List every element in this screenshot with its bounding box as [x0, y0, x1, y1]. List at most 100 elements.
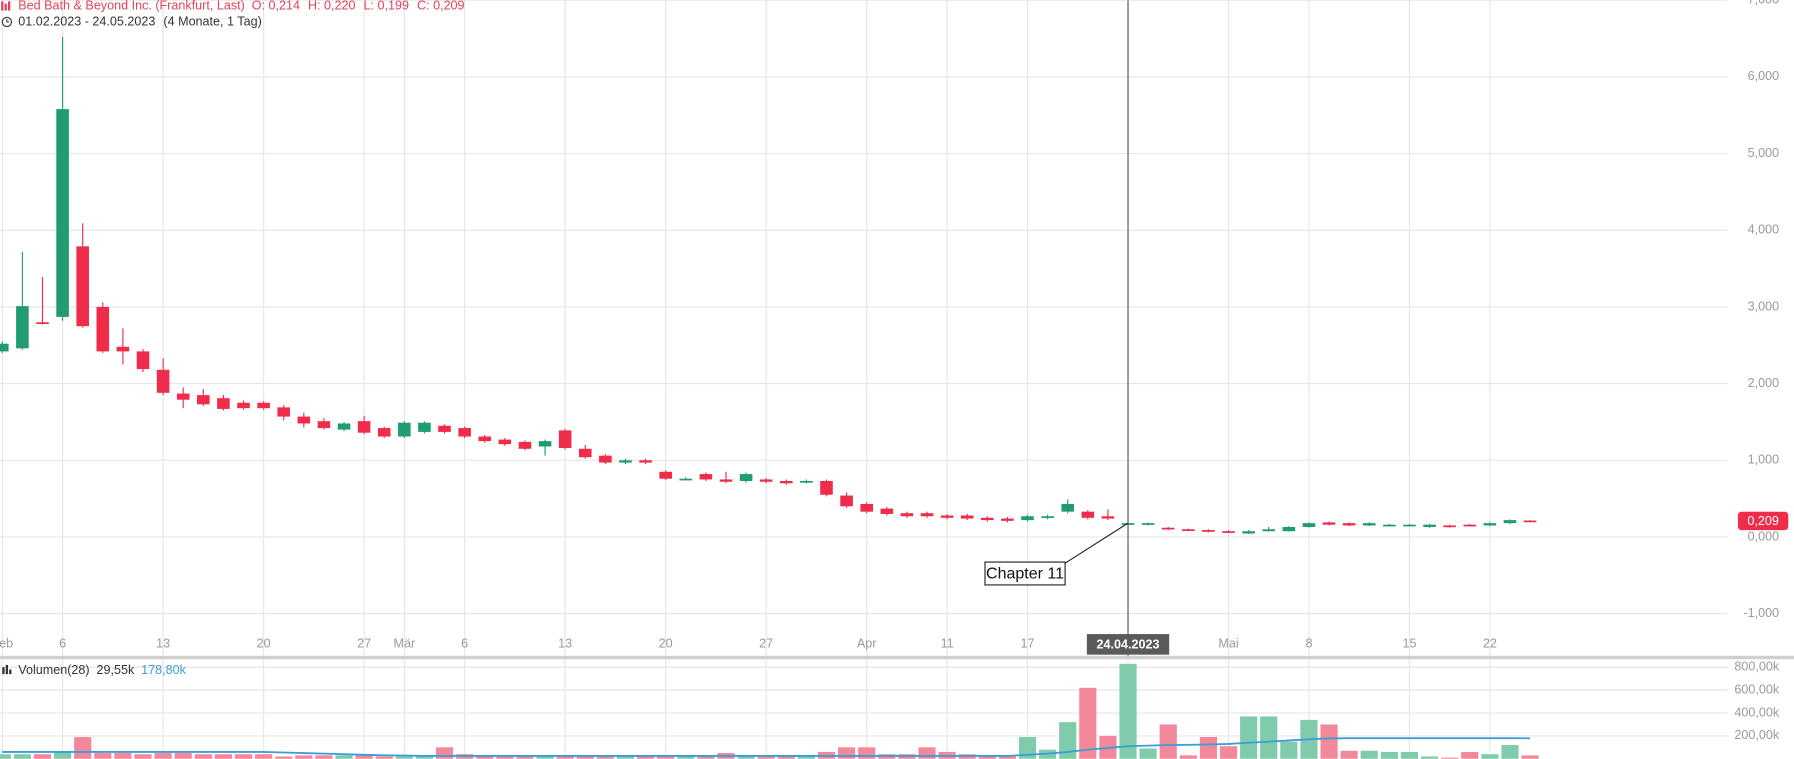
candle-body	[197, 395, 210, 405]
candle-body	[36, 322, 49, 324]
volume-bar	[697, 756, 715, 759]
volume-bar	[556, 755, 574, 759]
volume-bar	[1340, 750, 1358, 759]
candle-body	[438, 425, 451, 432]
volume-bar	[536, 755, 554, 759]
candle-body	[900, 513, 914, 517]
volume-bar	[255, 754, 273, 759]
candle-body	[1523, 520, 1537, 523]
candle-body	[1443, 525, 1456, 528]
candle-body	[377, 428, 391, 437]
candle-body	[1061, 503, 1075, 512]
volume-bar	[194, 754, 212, 759]
candle-body	[1302, 523, 1316, 527]
candle-body	[719, 479, 733, 482]
x-tick-label: 13	[558, 637, 572, 651]
volume-bar	[616, 756, 635, 759]
x-tick-label: Feb	[0, 637, 13, 651]
ohlc-label: O: 0,214	[252, 0, 300, 12]
volume-bar	[395, 756, 413, 759]
x-tick-label: Apr	[857, 637, 877, 651]
date-range-note: (4 Monate, 1 Tag)	[163, 14, 261, 28]
candle-body	[1242, 531, 1255, 534]
clock-hand	[6, 19, 10, 23]
volume-icon-bar	[5, 664, 9, 675]
volume-bar	[355, 755, 373, 759]
candle-body	[0, 343, 9, 352]
candle-body	[96, 306, 110, 352]
volume-bar	[978, 756, 996, 759]
candle-body	[458, 428, 471, 437]
candle-body	[960, 515, 974, 519]
moving-average-line	[2, 737, 1531, 757]
y-tick-label: -1,000	[1743, 606, 1779, 620]
last-price-label: 0,209	[1747, 514, 1778, 528]
x-tick-label: 15	[1402, 637, 1416, 651]
volume-bar	[1018, 737, 1037, 759]
volume-bar	[1199, 737, 1218, 759]
volume-bar	[516, 755, 534, 759]
y-tick-label: 1,000	[1748, 453, 1779, 467]
candle-body	[498, 439, 512, 445]
candle-body	[981, 517, 994, 521]
volume-bar	[1179, 755, 1197, 759]
candle-body	[237, 402, 250, 409]
volume-bar	[315, 755, 333, 759]
volume-bar	[737, 756, 755, 759]
candle-body	[558, 430, 572, 449]
candle-body	[56, 109, 69, 317]
candle-body	[578, 448, 592, 458]
volume-bar	[576, 756, 594, 759]
volume-bar	[1280, 741, 1298, 759]
volume-bar	[435, 747, 454, 759]
volume-bar	[1380, 751, 1398, 759]
y-tick-label: 2,000	[1748, 376, 1779, 390]
x-tick-label: 11	[941, 637, 954, 651]
x-tick-label: 27	[357, 637, 371, 651]
volume-bar	[134, 754, 152, 759]
volume-bar	[234, 754, 253, 759]
candle-body	[1041, 516, 1054, 518]
y-tick-label: 600,00k	[1734, 682, 1779, 696]
volume-bar	[295, 755, 313, 759]
y-tick-label: 0,000	[1748, 529, 1779, 543]
volume-bar	[757, 756, 775, 759]
x-tick-label: 6	[461, 637, 468, 651]
candle-body	[599, 455, 612, 463]
candle-body	[1423, 524, 1436, 527]
annotation-box	[984, 561, 1066, 586]
clock-icon	[1, 16, 13, 28]
candle-body	[116, 346, 130, 352]
legend-label: Volumen(28)	[18, 663, 89, 677]
candle-body	[538, 441, 552, 447]
candle-body	[217, 398, 230, 409]
logo-bar	[1, 1, 4, 11]
volume-bar	[1260, 716, 1278, 759]
x-tick-label: 13	[156, 637, 170, 651]
candle-body	[317, 421, 331, 429]
last-price-tag	[1737, 511, 1789, 531]
volume-bar	[858, 747, 876, 759]
mark-layer	[0, 37, 1539, 759]
volume-bar	[33, 754, 52, 759]
candle-body	[1503, 520, 1517, 524]
volume-bar	[838, 747, 856, 759]
x-tick-label: Mai	[1218, 637, 1238, 651]
volume-bar	[998, 756, 1016, 759]
panel-divider	[0, 655, 1794, 660]
candle-body	[659, 471, 672, 479]
volume-bar	[335, 755, 353, 759]
ohlc-label: C: 0,209	[417, 0, 465, 12]
x-tick-label: 20	[659, 637, 673, 651]
volume-icon-bar	[2, 667, 5, 675]
volume-bar	[1481, 754, 1499, 759]
volume-bar	[114, 753, 132, 759]
volume-bar	[1441, 757, 1459, 759]
candle-body	[1202, 530, 1215, 532]
logo	[1, 1, 11, 11]
candle-body	[800, 480, 813, 483]
x-tick-label: 8	[1305, 637, 1312, 651]
candle-body	[840, 495, 853, 507]
candle-body	[398, 422, 411, 437]
